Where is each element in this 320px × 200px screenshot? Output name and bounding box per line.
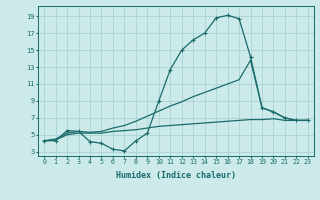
- X-axis label: Humidex (Indice chaleur): Humidex (Indice chaleur): [116, 171, 236, 180]
